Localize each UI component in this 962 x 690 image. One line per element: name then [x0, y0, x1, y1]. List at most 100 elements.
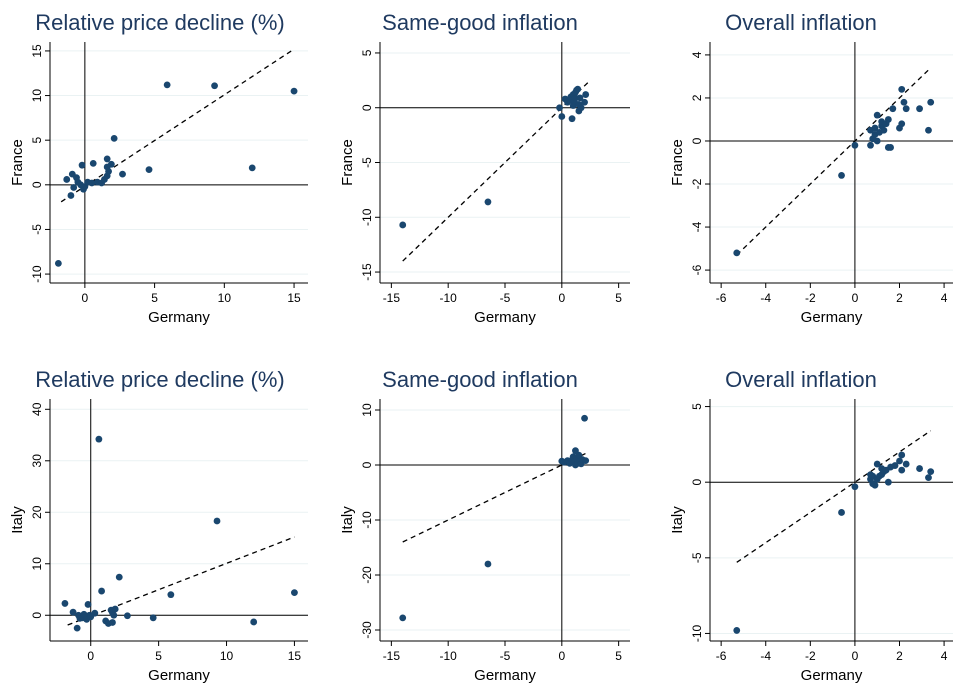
data-point — [889, 105, 897, 113]
x-tick-label: 15 — [287, 291, 301, 305]
data-point — [291, 589, 298, 596]
data-point — [925, 126, 932, 134]
y-tick-label: -5 — [690, 552, 704, 563]
data-point — [927, 98, 935, 106]
scatter-chart-italy-relative-price: 0 5 10 15 0 10 20 30 40 Relative price decline (%… — [9, 367, 308, 684]
x-tick-label: -6 — [716, 649, 727, 663]
y-tick-label: 15 — [30, 44, 44, 58]
data-point — [167, 591, 175, 599]
y-tick-label: 5 — [690, 403, 704, 410]
y-tick-label: 10 — [30, 89, 44, 103]
y-tick-label: -15 — [360, 263, 374, 281]
y-tick-label: 0 — [690, 479, 704, 486]
y-tick-label: 10 — [360, 403, 374, 417]
data-point — [73, 624, 81, 632]
data-point — [851, 141, 859, 149]
data-point — [290, 87, 298, 95]
data-point — [69, 608, 77, 616]
data-point — [838, 509, 845, 516]
y-axis-title: France — [9, 139, 26, 186]
x-tick-label: 0 — [852, 649, 859, 663]
data-point — [873, 460, 881, 468]
x-tick-label: -5 — [500, 291, 511, 305]
data-point — [124, 612, 131, 620]
scatter-panel-france-relative-price: 0 5 10 15 -10 -5 0 5 10 15 Relative price decline … — [0, 0, 320, 335]
data-point — [896, 457, 903, 465]
fit-line — [736, 430, 932, 563]
data-point — [145, 166, 153, 174]
data-point — [582, 91, 590, 98]
x-tick-label: -15 — [383, 291, 401, 305]
x-tick-label: -6 — [716, 291, 727, 305]
data-point — [576, 94, 584, 102]
y-axis-title: France — [669, 139, 686, 186]
data-point — [399, 221, 407, 229]
data-point — [873, 111, 881, 119]
x-tick-label: 0 — [558, 291, 565, 305]
chart-title: Relative price decline (%) — [35, 367, 284, 392]
data-point — [115, 573, 123, 581]
data-point — [902, 105, 910, 113]
y-tick-label: 0 — [30, 181, 44, 188]
y-tick-label: 4 — [690, 51, 704, 58]
data-point — [163, 81, 171, 89]
fit-line — [402, 82, 589, 262]
x-axis-title: Germany — [148, 309, 210, 326]
y-tick-label: -5 — [360, 157, 374, 168]
data-point — [871, 481, 879, 489]
y-axis-title: Italy — [669, 506, 686, 534]
scatter-panel-italy-same-good: -15 -10 -5 0 5 -30 -20 -10 0 10 Same-good inflatio… — [320, 357, 640, 690]
y-tick-label: -10 — [360, 208, 374, 226]
data-point — [211, 82, 218, 90]
data-point — [574, 85, 582, 93]
data-point — [898, 85, 906, 93]
data-point — [733, 627, 741, 634]
data-point — [927, 468, 935, 475]
data-point — [887, 144, 894, 151]
data-point — [248, 164, 256, 172]
x-axis-title: Germany — [801, 667, 863, 684]
fit-line — [402, 451, 589, 543]
y-tick-label: -4 — [690, 221, 704, 232]
y-tick-label: 5 — [30, 137, 44, 144]
data-point — [873, 137, 881, 145]
chart-title: Overall inflation — [725, 10, 877, 35]
x-tick-label: 5 — [155, 649, 162, 663]
data-point — [484, 560, 492, 568]
x-axis-title: Germany — [474, 309, 536, 326]
chart-title: Same-good inflation — [382, 367, 578, 392]
data-point — [558, 113, 566, 120]
y-axis-title: Italy — [9, 506, 26, 534]
data-point — [70, 184, 78, 191]
data-point — [582, 457, 590, 464]
scatter-chart-italy-overall: -6 -4 -2 0 2 4 -10 -5 0 5 Overall inflation Germany… — [669, 367, 953, 684]
x-tick-label: 0 — [852, 291, 859, 305]
y-tick-label: -6 — [690, 264, 704, 275]
data-point — [838, 172, 845, 179]
scatter-chart-france-relative-price: 0 5 10 15 -10 -5 0 5 10 15 Relative price decline … — [9, 10, 308, 326]
data-point — [110, 611, 118, 619]
y-tick-label: -10 — [690, 624, 704, 642]
data-point — [111, 605, 119, 613]
y-tick-label: 30 — [30, 454, 44, 468]
x-tick-label: -10 — [440, 649, 458, 663]
data-point — [67, 192, 75, 199]
chart-title: Overall inflation — [725, 367, 877, 392]
fit-line — [67, 536, 295, 626]
x-tick-label: 2 — [896, 649, 903, 663]
data-point — [581, 414, 588, 422]
data-point — [916, 465, 923, 472]
data-point — [109, 619, 116, 626]
data-point — [103, 155, 111, 163]
x-tick-label: 10 — [220, 649, 234, 663]
data-point — [61, 600, 69, 607]
data-point — [63, 176, 71, 183]
data-point — [891, 462, 899, 469]
x-tick-label: 15 — [288, 649, 302, 663]
data-point — [119, 170, 126, 178]
data-point — [54, 259, 62, 267]
x-tick-label: -4 — [760, 291, 771, 305]
fit-line — [60, 48, 295, 203]
chart-title: Relative price decline (%) — [35, 10, 284, 35]
data-point — [902, 460, 910, 468]
